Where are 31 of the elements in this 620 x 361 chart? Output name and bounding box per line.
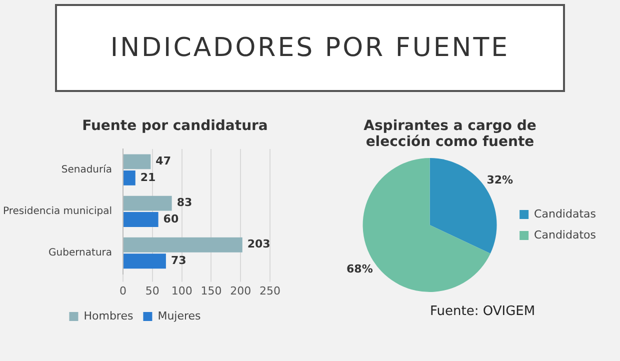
data-label: 60 — [163, 212, 179, 226]
bar — [124, 196, 172, 211]
bar — [124, 254, 166, 269]
y-tick-label: Gubernatura — [48, 248, 112, 259]
bar — [124, 237, 242, 252]
data-label: 21 — [140, 170, 156, 184]
x-tick-label: 150 — [200, 284, 222, 298]
x-tick-label: 200 — [230, 284, 252, 298]
data-label: 32% — [486, 173, 514, 186]
x-tick-label: 0 — [120, 284, 127, 298]
data-label: 203 — [247, 238, 270, 251]
x-tick-label: 50 — [145, 284, 160, 298]
legend-label: Candidatos — [534, 228, 596, 242]
data-label: 47 — [156, 154, 171, 168]
x-tick-label: 250 — [260, 284, 280, 298]
chart-title: Aspirantes a cargo de elección como fuente — [362, 118, 538, 150]
bar — [124, 170, 136, 186]
legend-label: Mujeres — [158, 309, 202, 322]
bar — [124, 154, 151, 170]
chart-title: Fuente por candidatura — [81, 118, 269, 134]
bar — [124, 212, 158, 227]
data-label: 83 — [176, 196, 192, 210]
data-label: 68% — [346, 262, 373, 276]
y-tick-label: Senaduría — [61, 164, 112, 176]
text: INDICADORES POR FUENTE — [110, 33, 510, 63]
legend-label: Candidatas — [534, 207, 596, 220]
data-label: 73 — [170, 254, 186, 267]
legend-label: Hombres — [84, 309, 134, 322]
source-note: Fuente: OVIGEM — [430, 304, 536, 319]
y-tick-label: Presidencia municipal — [2, 206, 112, 217]
x-tick-label: 100 — [171, 284, 192, 298]
